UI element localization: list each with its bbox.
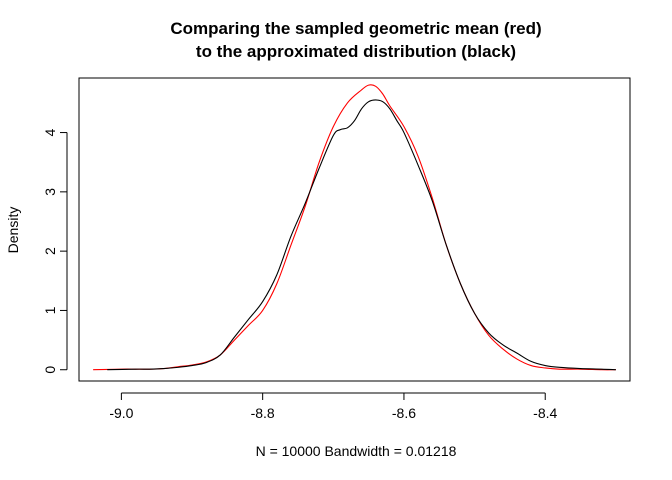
y-tick-label: 2 — [42, 247, 58, 255]
sampled-density-line — [93, 84, 616, 371]
plot-frame — [78, 77, 631, 382]
series-layer — [93, 84, 616, 371]
x-tick-label: -8.6 — [392, 405, 416, 421]
x-axis: -9.0 -8.8 -8.6 -8.4 — [109, 392, 558, 421]
y-axis-label: Density — [5, 207, 21, 254]
y-tick-label: 1 — [42, 306, 58, 314]
x-tick-label: -8.8 — [251, 405, 275, 421]
y-tick-label: 4 — [42, 128, 58, 136]
chart-title-line-2: to the approximated distribution (black) — [196, 42, 516, 61]
x-tick-label: -8.4 — [533, 405, 557, 421]
y-tick-label: 3 — [42, 188, 58, 196]
y-axis: 0 1 2 3 4 — [42, 128, 68, 374]
approximated-density-line — [107, 99, 616, 371]
y-tick-label: 0 — [42, 366, 58, 374]
chart-title-line-1: Comparing the sampled geometric mean (re… — [170, 19, 541, 38]
x-tick-label: -9.0 — [109, 405, 133, 421]
x-axis-label: N = 10000 Bandwidth = 0.01218 — [256, 443, 457, 459]
